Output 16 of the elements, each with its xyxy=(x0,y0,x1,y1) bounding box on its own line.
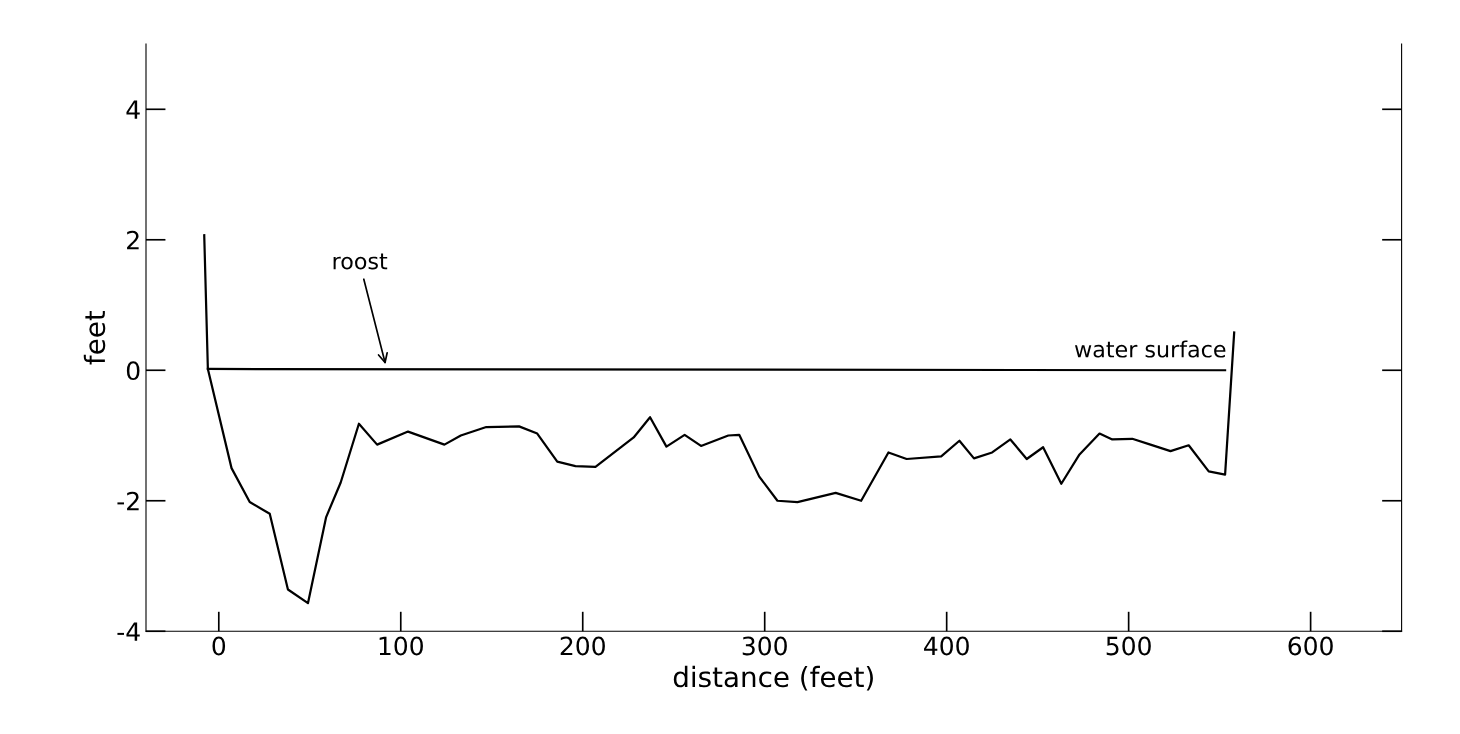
y-axis-title: feet xyxy=(83,310,106,365)
x-tick-label: 200 xyxy=(560,636,605,656)
x-tick-label: 400 xyxy=(924,636,969,656)
y-tick-label: 2 xyxy=(127,230,139,250)
x-tick-label: 500 xyxy=(1106,636,1151,656)
y-tick-label: 0 xyxy=(126,361,140,381)
x-tick-label: 600 xyxy=(1288,636,1333,656)
x-tick-label: 300 xyxy=(742,636,787,656)
x-axis-title: distance (feet) xyxy=(673,665,873,691)
y-tick-label: 4 xyxy=(126,100,140,119)
annotation: water surface xyxy=(1074,340,1226,358)
y-tick-label: -4 xyxy=(117,622,140,641)
x-tick-label: 100 xyxy=(379,636,423,656)
y-tick-label: -2 xyxy=(117,491,139,511)
annotation: roost xyxy=(333,253,388,270)
x-tick-label: 0 xyxy=(212,636,226,656)
